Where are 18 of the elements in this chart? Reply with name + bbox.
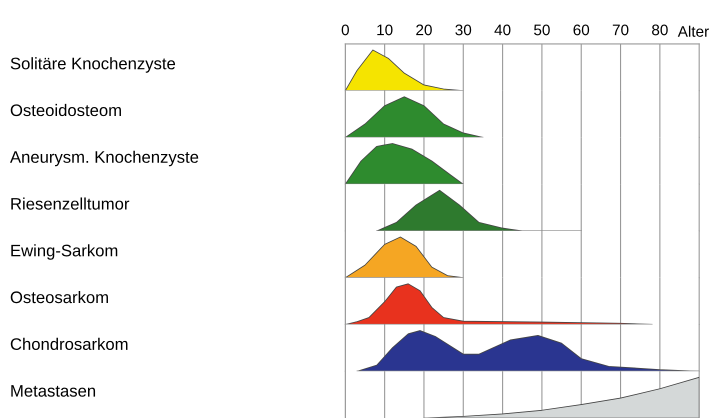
x-tick-label: 20 — [416, 24, 432, 36]
y-axis-title: Osteosarkom — [10, 290, 108, 304]
x-tick-label: 10 — [377, 24, 393, 36]
y-axis-title: Ewing-Sarkom — [11, 244, 118, 260]
x-axis-title: Alter — [678, 26, 709, 37]
y-axis-title: Chondrosarkom — [10, 338, 128, 350]
x-tick-label: 40 — [494, 24, 510, 36]
y-axis-title: Osteoidosteom — [10, 104, 121, 116]
y-axis-title: Metastasen — [11, 385, 96, 397]
y-axis-title: Solitäre Knochenzyste — [10, 57, 176, 73]
x-tick-label: 50 — [534, 24, 550, 36]
x-tick-label: 60 — [574, 24, 590, 36]
y-axis-title: Aneurysm. Knochenzyste — [10, 150, 198, 166]
x-tick-label: 80 — [652, 24, 668, 36]
x-tick-label: 0 — [342, 24, 349, 36]
x-tick-label: 30 — [455, 24, 472, 36]
x-tick-label: 70 — [612, 24, 628, 36]
y-axis-title: Riesenzelltumor — [11, 197, 130, 210]
